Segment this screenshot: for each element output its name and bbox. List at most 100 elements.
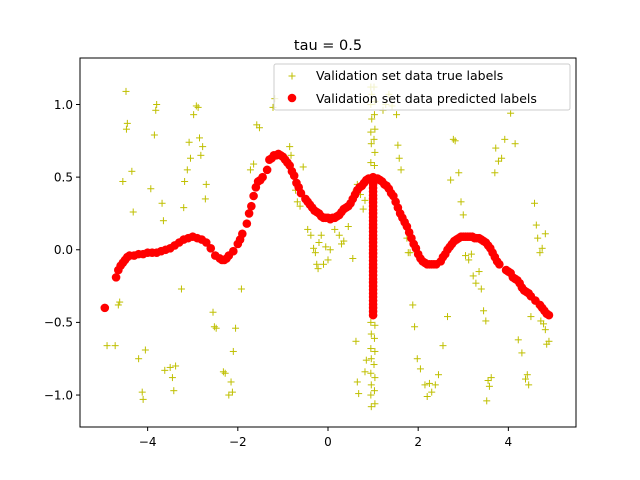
true-label-point: [192, 102, 200, 110]
true-label-point: [227, 378, 235, 386]
true-label-point: [221, 369, 229, 377]
true-label-point: [310, 244, 318, 252]
true-label-point: [152, 106, 160, 114]
true-label-point: [541, 230, 549, 238]
predicted-point: [229, 246, 238, 256]
true-label-point: [521, 375, 529, 383]
true-label-point: [367, 159, 375, 167]
y-tick-label: −0.5: [44, 316, 73, 330]
true-label-point: [370, 361, 378, 369]
true-label-point: [484, 377, 492, 385]
true-label-point: [431, 381, 439, 389]
true-label-point: [170, 387, 178, 395]
true-label-point: [129, 208, 137, 216]
true-label-point: [482, 317, 490, 325]
true-label-point: [353, 378, 361, 386]
predicted-point: [262, 165, 272, 175]
true-label-point: [335, 231, 343, 239]
true-label-point: [406, 249, 414, 257]
predicted-point: [249, 191, 258, 201]
true-label-point: [147, 185, 155, 193]
true-label-point: [317, 231, 325, 239]
chart-title: tau = 0.5: [294, 38, 362, 54]
legend: Validation set data true labels Validati…: [273, 63, 571, 111]
predicted-point: [296, 188, 306, 198]
legend-box: [273, 63, 571, 111]
true-label-point: [370, 111, 378, 119]
true-label-point: [172, 362, 180, 370]
true-label-point: [161, 366, 169, 374]
true-label-point: [393, 111, 401, 119]
true-label-point: [371, 400, 379, 408]
true-label-point: [411, 323, 419, 331]
true-label-point: [212, 324, 220, 332]
true-label-point: [199, 143, 207, 151]
true-label-point: [538, 244, 546, 252]
true-label-point: [545, 337, 553, 345]
true-label-point: [371, 347, 379, 355]
true-label-point: [531, 199, 539, 207]
true-label-point: [122, 87, 130, 95]
true-label-point: [451, 137, 459, 145]
true-label-point: [232, 324, 240, 332]
true-label-point: [371, 125, 379, 133]
true-label-point: [210, 323, 218, 331]
true-label-point: [122, 125, 130, 133]
true-label-point: [313, 260, 321, 268]
true-label-point: [540, 320, 548, 328]
true-label-point: [472, 279, 480, 287]
true-label-point: [150, 131, 158, 139]
predicted-point: [100, 303, 110, 313]
true-label-point: [311, 249, 319, 257]
true-label-point: [367, 330, 375, 338]
true-label-point: [465, 256, 473, 264]
predicted-point: [201, 238, 211, 247]
true-label-point: [202, 180, 210, 188]
true-label-point: [498, 154, 506, 162]
x-tick-label: 0: [324, 435, 332, 449]
true-label-point: [344, 223, 352, 231]
true-label-point: [507, 109, 515, 117]
true-label-point: [197, 151, 205, 159]
true-label-point: [153, 100, 161, 108]
y-axis: −1.0 −0.5 0.0 0.5 1.0: [44, 98, 80, 402]
true-label-point: [494, 157, 502, 165]
true-label-point: [186, 154, 194, 162]
true-label-point: [225, 391, 233, 399]
true-label-point: [459, 211, 467, 219]
predicted-point: [289, 171, 299, 180]
true-label-point: [209, 308, 217, 316]
true-label-point: [229, 347, 237, 355]
true-label-point: [477, 285, 485, 293]
true-label-point: [475, 268, 483, 276]
true-label-point: [255, 124, 263, 132]
true-label-point: [195, 134, 203, 142]
true-label-point: [319, 260, 327, 268]
true-label-point: [525, 381, 533, 389]
true-label-point: [421, 381, 429, 389]
true-label-point: [397, 166, 405, 174]
true-label-point: [501, 135, 509, 143]
true-label-point: [368, 115, 376, 123]
true-label-point: [307, 231, 315, 239]
true-label-point: [359, 205, 367, 213]
true-label-point: [371, 374, 379, 382]
true-label-point: [532, 221, 540, 229]
true-label-point: [158, 199, 166, 207]
predicted-point: [544, 310, 554, 320]
true-label-point: [439, 342, 447, 350]
true-label-point: [361, 196, 369, 204]
true-label-point: [367, 140, 375, 148]
x-tick-label: 4: [505, 435, 513, 449]
legend-marker-true-labels: [288, 72, 296, 80]
true-label-point: [370, 334, 378, 342]
true-label-point: [541, 326, 549, 334]
true-label-point: [449, 135, 457, 143]
true-label-point: [340, 237, 348, 245]
predicted-point: [258, 172, 267, 182]
true-label-point: [296, 202, 304, 210]
true-label-point: [447, 176, 455, 184]
true-label-point: [534, 234, 542, 242]
true-label-point: [367, 355, 375, 363]
